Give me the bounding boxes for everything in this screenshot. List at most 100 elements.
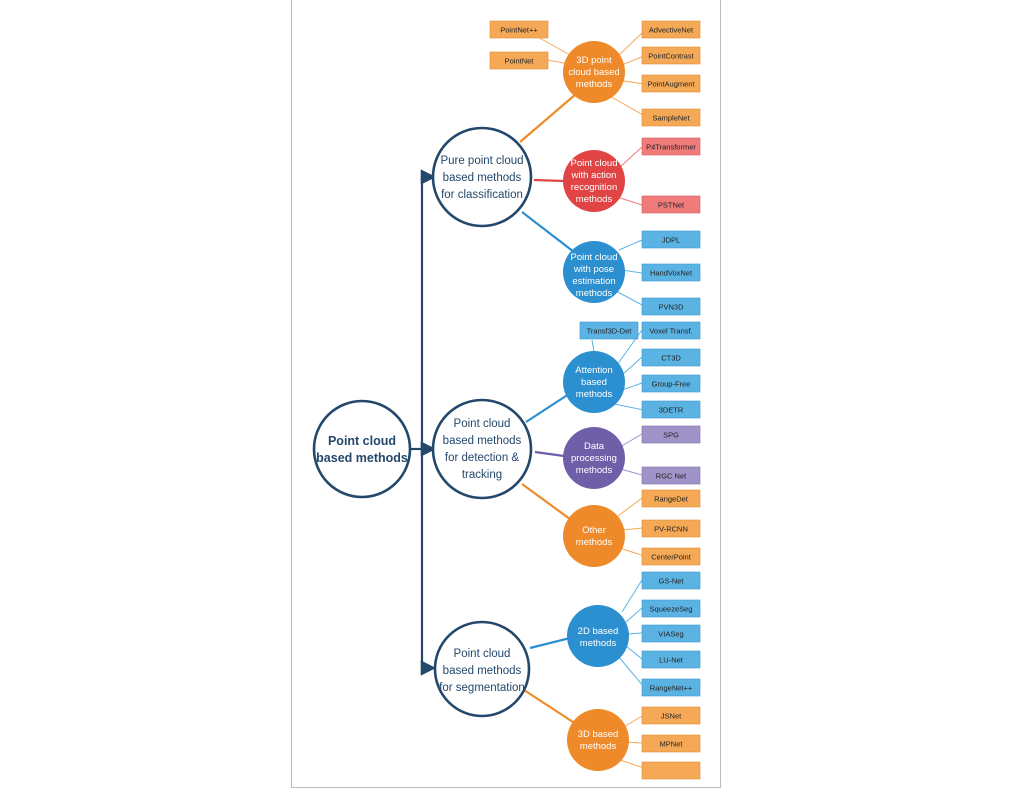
method-box: VIASeg bbox=[641, 624, 701, 643]
branch-circle bbox=[433, 620, 531, 718]
group-node-other: Other methods bbox=[563, 505, 625, 567]
branch-circle bbox=[431, 126, 533, 228]
method-box: PointContrast bbox=[641, 46, 701, 65]
group-label: with action bbox=[571, 170, 617, 181]
method-label: Transf3D-Det bbox=[587, 327, 633, 336]
method-box: RangeNet++ bbox=[641, 678, 701, 697]
root-node-label-1: Point cloud bbox=[328, 434, 396, 448]
group-label: 2D based bbox=[578, 626, 619, 637]
method-box: 3DETR bbox=[641, 400, 701, 419]
method-box: PointNet++ bbox=[489, 20, 549, 39]
root-node-circle bbox=[312, 399, 412, 499]
link-b2-g2 bbox=[534, 450, 565, 458]
group-label: Attention bbox=[575, 365, 613, 376]
method-box: Transf3D-Det bbox=[579, 321, 639, 340]
method-label: RGC Net bbox=[656, 472, 687, 481]
method-box: Group-Free bbox=[641, 374, 701, 393]
method-label: RangeNet++ bbox=[650, 684, 693, 693]
group-label: 3D point bbox=[576, 55, 612, 66]
taxonomy-diagram: Point cloud based methods Pure point clo… bbox=[312, 20, 701, 780]
branch-node-classification: Pure point cloud based methods for class… bbox=[431, 126, 533, 228]
method-boxes: PointNet++ PointNet AdvectiveNet PointCo… bbox=[489, 20, 701, 780]
method-box: P4Transformer bbox=[641, 137, 701, 156]
method-box: HandVoxNet bbox=[641, 263, 701, 282]
group-label: methods bbox=[576, 389, 613, 400]
group-circle bbox=[563, 150, 625, 212]
group-node-3d-point-cloud: 3D point cloud based methods bbox=[563, 41, 625, 103]
group-label: Point cloud bbox=[570, 252, 617, 263]
method-label: CenterPoint bbox=[651, 553, 692, 562]
group-label: methods bbox=[576, 465, 613, 476]
group-label: Other bbox=[582, 525, 606, 536]
root-node: Point cloud based methods bbox=[312, 399, 412, 499]
method-label: GS-Net bbox=[658, 577, 684, 586]
group-label: methods bbox=[576, 288, 613, 299]
branch-label: Pure point cloud bbox=[440, 155, 523, 167]
item-links bbox=[526, 30, 649, 769]
method-label: SampleNet bbox=[652, 114, 690, 123]
method-label: PointAugment bbox=[647, 80, 695, 89]
method-box: Voxel Transf. bbox=[641, 321, 701, 340]
group-label: cloud based bbox=[568, 67, 619, 78]
group-label: 3D based bbox=[578, 729, 619, 740]
group-circle bbox=[563, 505, 625, 567]
group-node-attention-based: Attention based methods bbox=[563, 351, 625, 413]
branch-label: tracking bbox=[462, 469, 502, 481]
group-node-pose-estimation: Point cloud with pose estimation methods bbox=[563, 241, 625, 303]
branch-node-detection-tracking: Point cloud based methods for detection … bbox=[431, 398, 533, 500]
group-node-3d-based: 3D based methods bbox=[567, 709, 629, 771]
group-node-data-processing: Data processing methods bbox=[563, 427, 625, 489]
group-label: Point cloud bbox=[570, 158, 617, 169]
group-circle bbox=[563, 241, 625, 303]
method-label: LU-Net bbox=[659, 656, 684, 665]
branch-label: for detection & bbox=[445, 452, 519, 464]
group-label: processing bbox=[571, 453, 617, 464]
group-label: methods bbox=[576, 79, 613, 90]
method-label: 3DETR bbox=[659, 406, 684, 415]
group-label: recognition bbox=[571, 182, 617, 193]
method-box: LU-Net bbox=[641, 650, 701, 669]
method-box: CenterPoint bbox=[641, 547, 701, 566]
method-box: JDPL bbox=[641, 230, 701, 249]
branch-label: Point cloud bbox=[454, 418, 511, 430]
method-label: Voxel Transf. bbox=[649, 327, 692, 336]
method-label: P4Transformer bbox=[646, 143, 696, 152]
method-box: CT3D bbox=[641, 348, 701, 367]
branch-label: based methods bbox=[443, 172, 522, 184]
diagram-panel: Point cloud based methods Pure point clo… bbox=[291, 0, 721, 788]
link-b3-g2 bbox=[523, 689, 577, 725]
method-box: PointAugment bbox=[641, 74, 701, 93]
group-circle bbox=[563, 351, 625, 413]
group-circle bbox=[567, 605, 629, 667]
method-box: SampleNet bbox=[641, 108, 701, 127]
method-box: PSTNet bbox=[641, 195, 701, 214]
method-box: MPNet bbox=[641, 734, 701, 753]
method-label: RangeDet bbox=[654, 495, 689, 504]
group-circle bbox=[563, 427, 625, 489]
group-label: based bbox=[581, 377, 607, 388]
method-label: PointContrast bbox=[648, 52, 694, 61]
group-node-action-recognition: Point cloud with action recognition meth… bbox=[563, 150, 625, 212]
method-box: AdvectiveNet bbox=[641, 20, 701, 39]
group-circle bbox=[563, 41, 625, 103]
method-label: SPG bbox=[663, 431, 679, 440]
root-node-label-2: based methods bbox=[316, 451, 408, 465]
method-box: SqueezeSeg bbox=[641, 599, 701, 618]
method-label: PointNet++ bbox=[500, 26, 538, 35]
group-node-2d-based: 2D based methods bbox=[567, 605, 629, 667]
group-label: methods bbox=[576, 194, 613, 205]
group-label: estimation bbox=[572, 276, 615, 287]
method-label: PointNet bbox=[505, 57, 535, 66]
method-label: PVN3D bbox=[658, 303, 684, 312]
group-label: methods bbox=[576, 537, 613, 548]
method-box: PointNet bbox=[489, 51, 549, 70]
group-label: methods bbox=[580, 638, 617, 649]
method-box: GS-Net bbox=[641, 571, 701, 590]
method-label: JDPL bbox=[662, 236, 680, 245]
group-label: methods bbox=[580, 741, 617, 752]
group-circle bbox=[567, 709, 629, 771]
method-box-cutoff bbox=[641, 761, 701, 780]
branch-label: for classification bbox=[441, 189, 523, 201]
branch-label: for segmentation bbox=[439, 682, 525, 694]
method-box: JSNet bbox=[641, 706, 701, 725]
